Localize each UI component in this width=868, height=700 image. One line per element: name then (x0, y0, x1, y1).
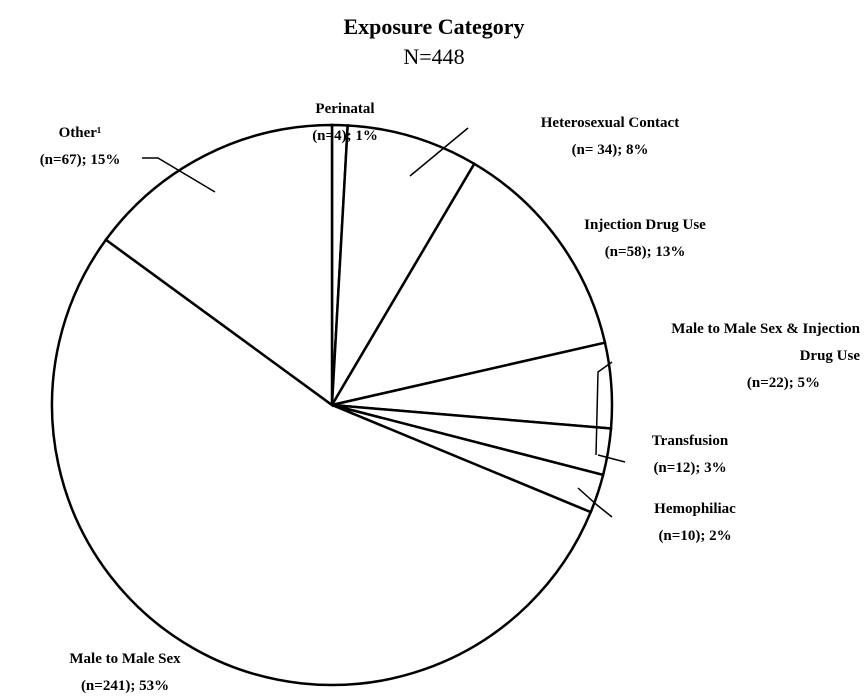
leader-line (409, 127, 469, 177)
category-label: Other¹ (58, 125, 102, 141)
pie-slice (50, 238, 593, 687)
category-label: Injection Drug Use (584, 217, 706, 233)
category-label: Male to Male Sex & Injection Drug Use (671, 321, 860, 364)
value-label: (n=58); 13% (604, 244, 686, 260)
leader-line (577, 487, 613, 518)
value-label: (n=4); 1% (312, 128, 378, 144)
leader-line (597, 454, 626, 463)
value-label: (n=10); 2% (658, 528, 732, 544)
value-label: (n= 34); 8% (571, 142, 649, 158)
slice-label: Other¹ (n=67); 15% (5, 120, 155, 174)
slice-label: Injection Drug Use (n=58); 13% (540, 212, 750, 266)
slice-label: Transfusion (n=12); 3% (610, 428, 770, 482)
pie-slice (330, 124, 476, 406)
slice-label: Male to Male Sex & Injection Drug Use (n=… (620, 316, 860, 397)
category-label: Heterosexual Contact (540, 115, 680, 131)
value-label: (n=12); 3% (653, 460, 727, 476)
leader-line (595, 361, 613, 456)
category-label: Hemophiliac (654, 501, 736, 517)
leader-line (142, 157, 216, 193)
slice-label: Heterosexual Contact (n= 34); 8% (500, 110, 720, 164)
pie-slice (329, 162, 607, 407)
chart-subtitle: N=448 (403, 44, 465, 69)
value-label: (n=67); 15% (39, 152, 121, 168)
slice-label: Male to Male Sex (n=241); 53% (20, 646, 230, 700)
chart-title: Exposure Category (343, 14, 525, 39)
category-label: Perinatal (315, 101, 375, 117)
slice-label: Perinatal (n=4); 1% (285, 96, 405, 150)
category-label: Transfusion (651, 433, 729, 449)
value-label: (n=241); 53% (80, 678, 170, 694)
category-label: Male to Male Sex (69, 651, 181, 667)
value-label: (n=22); 5% (746, 375, 820, 391)
slice-label: Hemophiliac (n=10); 2% (615, 496, 775, 550)
pie-slice (104, 123, 334, 408)
